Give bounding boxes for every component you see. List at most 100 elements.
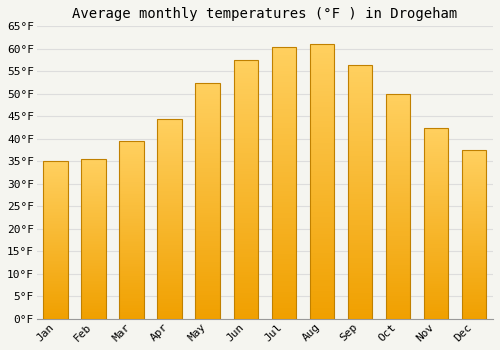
Bar <box>82 172 106 174</box>
Bar <box>462 202 486 204</box>
Bar <box>158 128 182 131</box>
Bar <box>386 294 410 296</box>
Bar <box>158 249 182 251</box>
Bar <box>386 287 410 290</box>
Bar <box>424 149 448 150</box>
Bar <box>272 232 296 235</box>
Bar <box>348 266 372 268</box>
Bar <box>272 145 296 147</box>
Bar <box>310 231 334 234</box>
Bar <box>348 123 372 126</box>
Bar <box>386 188 410 191</box>
Bar <box>272 292 296 294</box>
Bar <box>120 161 144 162</box>
Bar <box>310 140 334 143</box>
Bar <box>120 218 144 219</box>
Bar <box>272 267 296 270</box>
Bar <box>120 280 144 281</box>
Bar <box>82 166 106 167</box>
Bar <box>462 191 486 192</box>
Bar <box>272 297 296 300</box>
Bar <box>272 248 296 251</box>
Bar <box>424 168 448 170</box>
Bar <box>196 149 220 151</box>
Bar <box>424 271 448 273</box>
Bar <box>310 157 334 160</box>
Bar <box>82 244 106 245</box>
Bar <box>158 203 182 205</box>
Bar <box>462 246 486 248</box>
Bar <box>44 215 68 216</box>
Bar <box>44 292 68 294</box>
Bar <box>424 185 448 187</box>
Bar <box>310 102 334 105</box>
Bar <box>196 262 220 265</box>
Bar <box>462 263 486 265</box>
Bar <box>310 259 334 261</box>
Bar <box>158 173 182 175</box>
Bar <box>158 167 182 169</box>
Bar <box>462 181 486 182</box>
Bar <box>348 255 372 258</box>
Bar <box>310 173 334 176</box>
Bar <box>310 44 334 47</box>
Bar <box>348 172 372 174</box>
Bar <box>424 183 448 185</box>
Bar <box>196 187 220 189</box>
Bar <box>462 272 486 273</box>
Bar <box>44 226 68 228</box>
Bar <box>120 150 144 152</box>
Bar <box>234 176 258 179</box>
Bar <box>82 293 106 295</box>
Bar <box>196 94 220 97</box>
Bar <box>462 238 486 239</box>
Bar <box>348 258 372 260</box>
Bar <box>386 251 410 254</box>
Bar <box>386 245 410 247</box>
Bar <box>158 215 182 217</box>
Bar <box>424 303 448 306</box>
Bar <box>462 194 486 196</box>
Bar <box>234 112 258 114</box>
Bar <box>462 162 486 163</box>
Bar <box>310 237 334 239</box>
Bar <box>82 178 106 180</box>
Bar <box>196 111 220 113</box>
Bar <box>82 180 106 181</box>
Bar <box>462 199 486 201</box>
Bar <box>462 267 486 268</box>
Bar <box>120 154 144 155</box>
Bar <box>196 196 220 198</box>
Bar <box>44 178 68 180</box>
Bar <box>44 207 68 209</box>
Bar <box>310 187 334 190</box>
Bar <box>196 168 220 170</box>
Bar <box>348 245 372 248</box>
Bar <box>196 215 220 217</box>
Bar <box>462 265 486 267</box>
Bar <box>44 218 68 220</box>
Bar <box>310 124 334 127</box>
Bar <box>120 244 144 246</box>
Bar <box>82 202 106 204</box>
Bar <box>234 231 258 233</box>
Bar <box>386 184 410 186</box>
Bar <box>348 146 372 148</box>
Bar <box>462 309 486 310</box>
Bar <box>234 262 258 265</box>
Bar <box>310 272 334 275</box>
Bar <box>272 65 296 68</box>
Bar <box>234 70 258 73</box>
Bar <box>44 273 68 275</box>
Bar <box>158 297 182 299</box>
Bar <box>44 237 68 239</box>
Bar <box>386 233 410 236</box>
Bar <box>82 288 106 290</box>
Bar <box>82 226 106 228</box>
Bar <box>386 103 410 105</box>
Bar <box>386 308 410 310</box>
Bar <box>462 169 486 170</box>
Bar <box>120 228 144 230</box>
Bar <box>158 178 182 181</box>
Bar <box>234 63 258 65</box>
